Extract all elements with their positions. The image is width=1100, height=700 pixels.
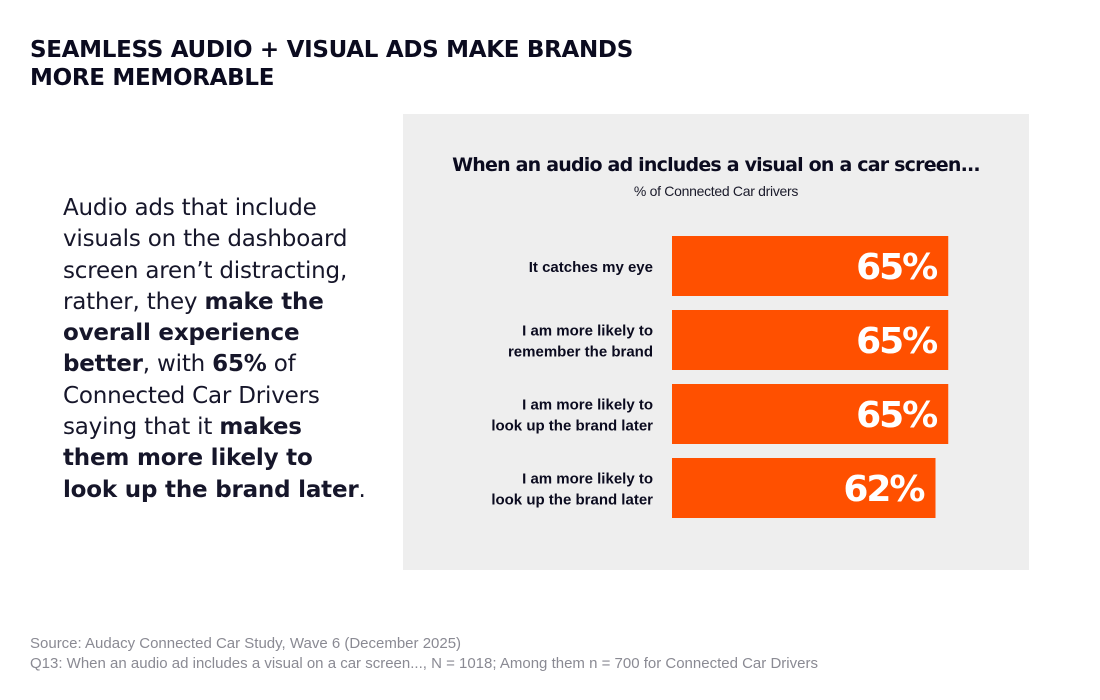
bar-value-label: 62%	[843, 469, 924, 510]
category-label: I am more likely to	[522, 323, 653, 340]
bar	[672, 384, 949, 444]
summary-text: , with	[142, 351, 213, 378]
source-note: Source: Audacy Connected Car Study, Wave…	[30, 634, 1070, 674]
summary-highlight: makes them more likely to look up the br…	[63, 414, 359, 503]
category-label: I am more likely to	[522, 397, 653, 414]
summary-highlight: make the overall experience better	[63, 288, 324, 378]
category-label: look up the brand later	[491, 492, 653, 509]
bar	[672, 310, 949, 370]
bar	[672, 236, 949, 296]
page-title-line-1: SEAMLESS AUDIO + VISUAL ADS MAKE BRANDS	[30, 37, 633, 63]
bar-chart: 65% It catches my eye 65% I am more likely …	[491, 236, 949, 518]
bar	[672, 458, 936, 518]
bar-value-label: 65%	[856, 247, 937, 288]
summary-text: of Connected Car Drivers saying that it	[63, 351, 320, 441]
question-note: Q13: When an audio ad includes a visual …	[30, 655, 818, 672]
chart-title: When an audio ad includes a visual on a …	[452, 154, 981, 176]
category-label: look up the brand later	[491, 418, 653, 435]
chart-panel: When an audio ad includes a visual on a …	[403, 114, 1029, 570]
category-label: I am more likely to	[522, 471, 653, 488]
summary-text: .	[358, 476, 366, 503]
chart-subtitle: % of Connected Car drivers	[633, 183, 799, 199]
category-label: It catches my eye	[529, 259, 653, 276]
page-title: SEAMLESS AUDIO + VISUAL ADS MAKE BRANDS …	[30, 36, 790, 92]
source-line: Source: Audacy Connected Car Study, Wave…	[30, 635, 462, 652]
bar-value-label: 65%	[856, 321, 937, 362]
summary-highlight: 65%	[212, 351, 267, 378]
summary-text: Audio ads that include visuals on the da…	[63, 195, 348, 315]
summary-paragraph: Audio ads that include visuals on the da…	[63, 193, 373, 506]
page-title-line-2: MORE MEMORABLE	[30, 65, 275, 91]
bar-value-label: 65%	[856, 395, 937, 436]
category-label: remember the brand	[508, 344, 653, 361]
